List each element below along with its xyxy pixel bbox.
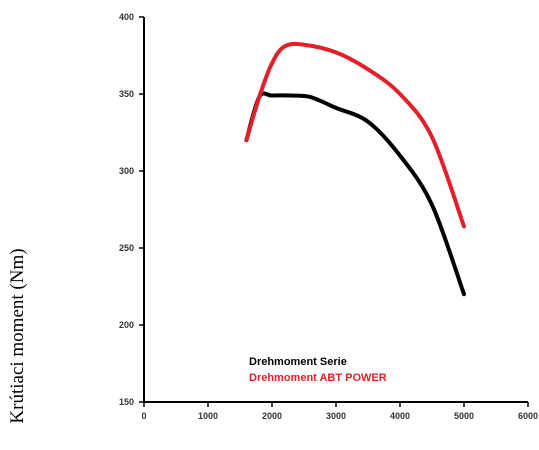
- x-ticks: 0 1000 2000 3000 4000 5000 6000: [141, 402, 538, 421]
- chart-axes: [143, 17, 528, 403]
- y-ticks: 150 200 250 300 350 400: [119, 12, 144, 407]
- y-tick-label: 200: [119, 320, 134, 330]
- x-tick-label: 5000: [454, 411, 474, 421]
- legend-item-abt-power: Drehmoment ABT POWER: [249, 372, 387, 384]
- legend-item-serie: Drehmoment Serie: [249, 356, 347, 368]
- x-tick-label: 4000: [390, 411, 410, 421]
- x-tick-label: 1000: [198, 411, 218, 421]
- x-tick-label: 0: [141, 411, 146, 421]
- x-tick-label: 2000: [262, 411, 282, 421]
- y-tick-label: 400: [119, 12, 134, 22]
- y-axis-label: Krútiaci moment (Nm): [7, 248, 28, 423]
- x-tick-label: 6000: [518, 411, 538, 421]
- series-line-serie: [244, 91, 466, 297]
- series-layer: [244, 41, 466, 297]
- y-tick-label: 150: [119, 397, 134, 407]
- y-tick-label: 250: [119, 243, 134, 253]
- y-tick-label: 350: [119, 89, 134, 99]
- y-tick-label: 300: [119, 166, 134, 176]
- legend: Drehmoment Serie Drehmoment ABT POWER: [249, 356, 387, 384]
- x-tick-label: 3000: [326, 411, 346, 421]
- series-line-abt-power: [244, 41, 466, 229]
